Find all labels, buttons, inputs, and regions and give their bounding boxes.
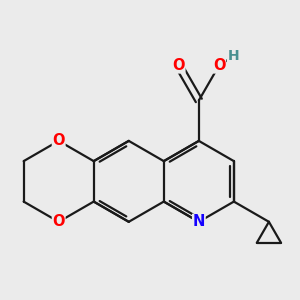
Text: O: O: [213, 58, 225, 73]
Text: H: H: [227, 50, 239, 64]
Text: O: O: [52, 134, 65, 148]
Text: O: O: [172, 58, 185, 73]
Text: O: O: [52, 214, 65, 229]
Text: N: N: [193, 214, 205, 229]
